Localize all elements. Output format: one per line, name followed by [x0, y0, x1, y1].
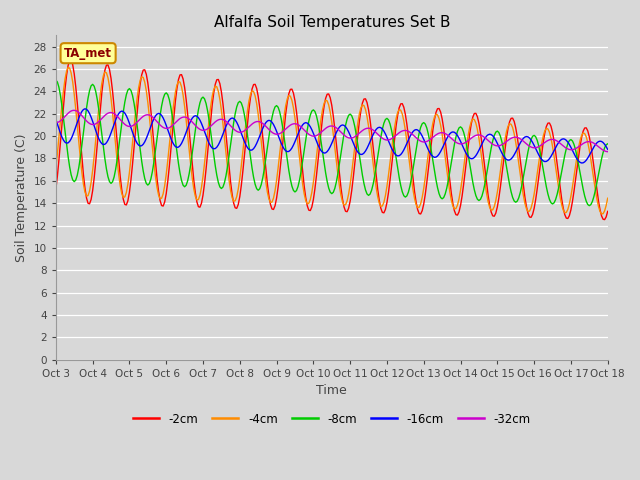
Line: -2cm: -2cm — [56, 60, 608, 220]
-2cm — [67, 57, 75, 63]
Title: Alfalfa Soil Temperatures Set B: Alfalfa Soil Temperatures Set B — [214, 15, 450, 30]
-4cm — [598, 211, 605, 217]
-32cm — [52, 120, 60, 125]
-2cm — [538, 150, 546, 156]
-16cm — [52, 117, 60, 122]
-8cm — [536, 150, 544, 156]
-2cm — [156, 198, 164, 204]
-8cm — [67, 172, 75, 178]
-16cm — [578, 160, 586, 166]
-16cm — [386, 142, 394, 147]
-8cm — [366, 191, 374, 197]
Text: TA_met: TA_met — [64, 47, 112, 60]
-16cm — [67, 136, 75, 142]
-16cm — [81, 106, 89, 112]
-2cm — [368, 130, 376, 136]
Line: -8cm: -8cm — [56, 80, 608, 205]
-4cm — [538, 140, 546, 146]
-8cm — [604, 141, 612, 147]
-16cm — [399, 150, 406, 156]
-32cm — [604, 149, 612, 155]
-4cm — [156, 196, 164, 202]
-4cm — [386, 160, 394, 166]
-8cm — [385, 117, 392, 123]
-16cm — [156, 111, 164, 117]
-8cm — [155, 124, 163, 130]
-2cm — [601, 217, 609, 223]
Y-axis label: Soil Temperature (C): Soil Temperature (C) — [15, 133, 28, 262]
-4cm — [52, 166, 60, 171]
-4cm — [69, 79, 77, 85]
Line: -32cm: -32cm — [56, 110, 608, 152]
-2cm — [52, 186, 60, 192]
-2cm — [399, 101, 406, 107]
-16cm — [368, 135, 376, 141]
Line: -4cm: -4cm — [56, 68, 608, 214]
-2cm — [69, 62, 77, 68]
-4cm — [64, 65, 72, 71]
-32cm — [156, 122, 164, 128]
-8cm — [586, 203, 593, 208]
-8cm — [52, 77, 60, 83]
-16cm — [604, 146, 612, 152]
-4cm — [399, 111, 406, 117]
Legend: -2cm, -4cm, -8cm, -16cm, -32cm: -2cm, -4cm, -8cm, -16cm, -32cm — [129, 408, 535, 431]
-16cm — [538, 156, 546, 162]
-32cm — [67, 108, 75, 114]
Line: -16cm: -16cm — [56, 109, 608, 163]
-32cm — [368, 126, 376, 132]
-8cm — [397, 183, 404, 189]
-32cm — [538, 142, 546, 147]
-32cm — [386, 137, 394, 143]
-2cm — [604, 208, 612, 214]
-32cm — [399, 128, 406, 134]
-4cm — [604, 195, 612, 201]
X-axis label: Time: Time — [316, 384, 347, 397]
-32cm — [70, 108, 78, 113]
-2cm — [386, 177, 394, 183]
-4cm — [368, 148, 376, 154]
